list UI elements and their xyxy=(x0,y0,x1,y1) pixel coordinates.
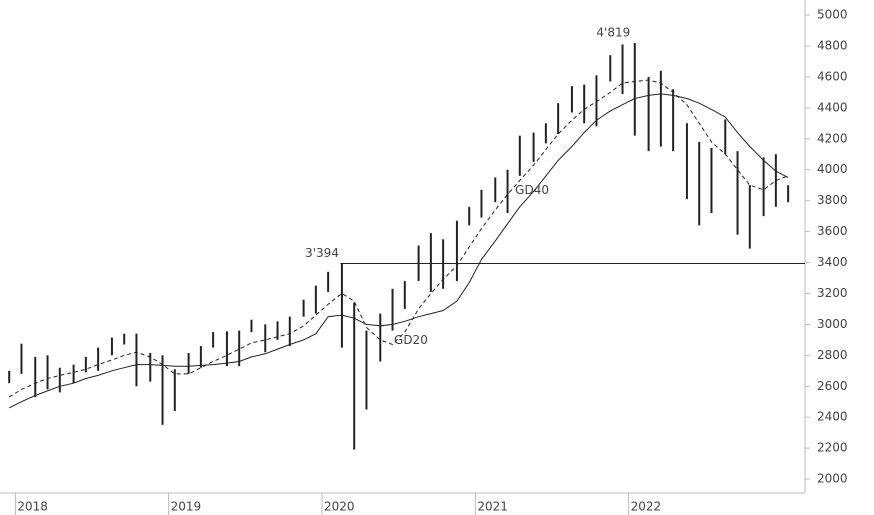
y-tick-label: 4800 xyxy=(817,38,848,52)
y-tick-label: 5000 xyxy=(817,8,848,22)
y-tick-label: 4600 xyxy=(817,69,848,83)
y-tick-label: 4200 xyxy=(817,131,848,145)
y-tick-label: 2000 xyxy=(817,472,848,486)
y-tick-label: 3800 xyxy=(817,193,848,207)
x-tick-label: 2020 xyxy=(324,500,355,514)
annotation: 3'394 xyxy=(305,246,339,260)
y-tick-label: 4400 xyxy=(817,100,848,114)
y-tick-label: 4000 xyxy=(817,162,848,176)
y-tick-label: 3000 xyxy=(817,317,848,331)
y-tick-label: 2200 xyxy=(817,441,848,455)
x-tick-label: 2018 xyxy=(17,500,48,514)
y-tick-label: 2800 xyxy=(817,348,848,362)
annotation: GD40 xyxy=(515,183,549,197)
x-tick-label: 2021 xyxy=(477,500,508,514)
x-tick-label: 2022 xyxy=(631,500,662,514)
annotation: GD20 xyxy=(394,333,428,347)
x-tick-label: 2019 xyxy=(171,500,202,514)
annotation: 4'819 xyxy=(596,26,630,40)
y-tick-label: 3200 xyxy=(817,286,848,300)
y-tick-label: 3600 xyxy=(817,224,848,238)
y-tick-label: 3400 xyxy=(817,255,848,269)
y-tick-label: 2400 xyxy=(817,410,848,424)
moving-average xyxy=(8,93,789,409)
moving-average xyxy=(8,79,789,398)
y-tick-label: 2600 xyxy=(817,379,848,393)
